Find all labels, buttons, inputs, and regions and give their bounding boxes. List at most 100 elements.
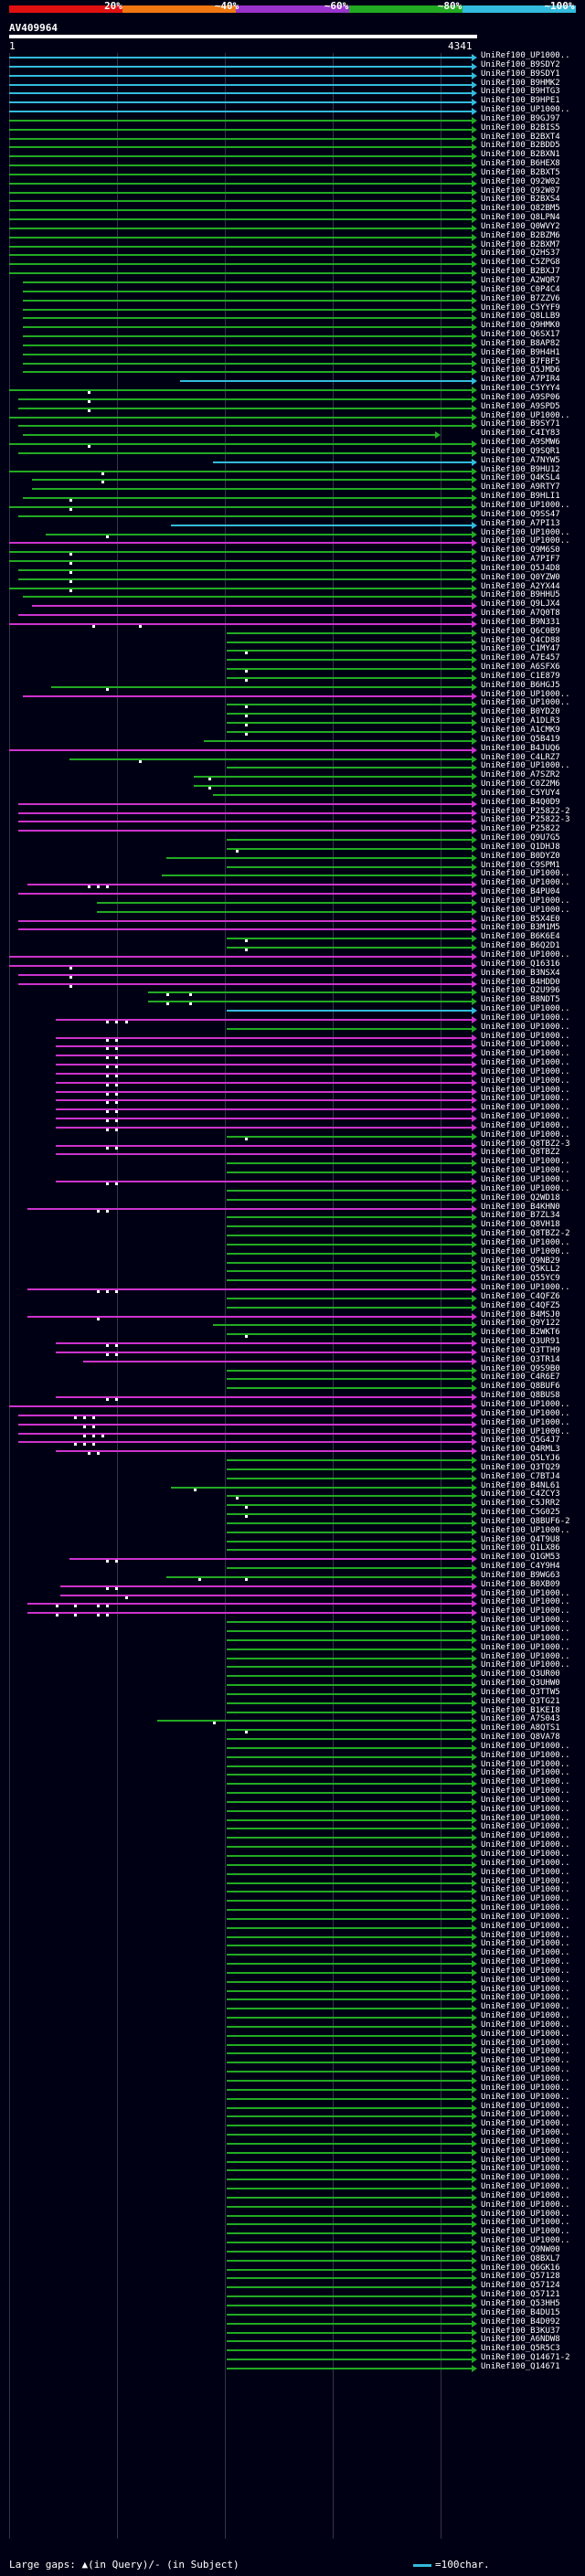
hit-label-link[interactable]: UniRef100_B2BXS4 [481, 195, 560, 205]
hit-label-link[interactable]: UniRef100_UP1000.. [481, 1076, 570, 1086]
hit-label-link[interactable]: UniRef100_UP1000.. [481, 2190, 570, 2200]
hit-label-link[interactable]: UniRef100_Q4CD88 [481, 635, 560, 645]
hit-row[interactable]: UniRef100_UP1000.. [0, 1786, 585, 1797]
hit-label-link[interactable]: UniRef100_UP1000.. [481, 1822, 570, 1832]
hit-row[interactable]: UniRef100_UP1000.. [0, 1086, 585, 1097]
hit-label-link[interactable]: UniRef100_Q92W07 [481, 186, 560, 196]
hit-label-link[interactable]: UniRef100_Q92W02 [481, 176, 560, 186]
hit-bar[interactable] [18, 404, 477, 412]
hit-bar[interactable] [226, 2014, 478, 2022]
hit-label-link[interactable]: UniRef100_B4D092 [481, 2316, 560, 2327]
hit-label-link[interactable]: UniRef100_UP1000.. [481, 2236, 570, 2246]
hit-row[interactable]: UniRef100_C5YYF9 [0, 303, 585, 314]
hit-bar[interactable] [226, 1897, 478, 1905]
hit-bar[interactable] [147, 989, 478, 997]
hit-bar[interactable] [9, 539, 477, 547]
hit-row[interactable]: UniRef100_B6Q2D1 [0, 941, 585, 952]
hit-label-link[interactable]: UniRef100_UP1000.. [481, 51, 570, 60]
hit-label-link[interactable]: UniRef100_B4DU15 [481, 2307, 560, 2317]
hit-label-link[interactable]: UniRef100_Q5R5C3 [481, 2344, 560, 2354]
hit-bar[interactable] [55, 1106, 478, 1114]
hit-row[interactable]: UniRef100_Q9SS47 [0, 510, 585, 521]
hit-label-link[interactable]: UniRef100_UP1000.. [481, 1175, 570, 1184]
hit-label-link[interactable]: UniRef100_UP1000.. [481, 1417, 570, 1427]
hit-bar[interactable] [18, 926, 477, 934]
hit-row[interactable]: UniRef100_UP1000.. [0, 950, 585, 961]
hit-row[interactable]: UniRef100_Q6GK16 [0, 2263, 585, 2274]
hit-row[interactable]: UniRef100_C4Y9H4 [0, 1562, 585, 1573]
hit-row[interactable]: UniRef100_B4JUQ6 [0, 744, 585, 755]
hit-row[interactable]: UniRef100_UP1000.. [0, 1868, 585, 1879]
hit-bar[interactable] [226, 1797, 478, 1806]
hit-row[interactable]: UniRef100_B0YD20 [0, 707, 585, 718]
hit-bar[interactable] [226, 1888, 478, 1896]
hit-bar[interactable] [226, 2265, 478, 2274]
hit-row[interactable]: UniRef100_Q2U996 [0, 987, 585, 997]
hit-label-link[interactable]: UniRef100_UP1000.. [481, 1031, 570, 1041]
hit-row[interactable]: UniRef100_Q8TBZ2 [0, 1148, 585, 1159]
hit-row[interactable]: UniRef100_UP1000.. [0, 1760, 585, 1771]
hit-label-link[interactable]: UniRef100_C7BTJ4 [481, 1471, 560, 1481]
hit-bar[interactable] [27, 1286, 477, 1294]
hit-row[interactable]: UniRef100_UP1000.. [0, 2093, 585, 2104]
hit-label-link[interactable]: UniRef100_UP1000.. [481, 1022, 570, 1032]
hit-row[interactable]: UniRef100_Q57128 [0, 2273, 585, 2283]
hit-bar[interactable] [226, 2131, 478, 2139]
hit-bar[interactable] [9, 387, 477, 395]
hit-label-link[interactable]: UniRef100_B2BXN1 [481, 150, 560, 160]
hit-row[interactable]: UniRef100_UP1000.. [0, 2200, 585, 2211]
hit-bar[interactable] [55, 1348, 478, 1356]
hit-label-link[interactable]: UniRef100_UP1000.. [481, 2038, 570, 2048]
hit-row[interactable]: UniRef100_C4ZCY3 [0, 1490, 585, 1500]
hit-label-link[interactable]: UniRef100_Q8TBZ2-2 [481, 1229, 570, 1239]
hit-label-link[interactable]: UniRef100_A7NYW5 [481, 455, 560, 465]
hit-label-link[interactable]: UniRef100_C0Z2M6 [481, 779, 560, 790]
hit-row[interactable]: UniRef100_B9GJ97 [0, 114, 585, 125]
hit-bar[interactable] [171, 521, 477, 529]
hit-row[interactable]: UniRef100_UP1000.. [0, 2137, 585, 2148]
hit-label-link[interactable]: UniRef100_UP1000.. [481, 2128, 570, 2138]
hit-row[interactable]: UniRef100_A2WQR7 [0, 276, 585, 287]
hit-bar[interactable] [226, 1249, 478, 1257]
hit-label-link[interactable]: UniRef100_Q1GM53 [481, 1553, 560, 1563]
hit-label-link[interactable]: UniRef100_B3M1M5 [481, 923, 560, 933]
hit-bar[interactable] [226, 1457, 478, 1465]
hit-bar[interactable] [226, 665, 478, 673]
hit-bar[interactable] [226, 2364, 478, 2372]
hit-row[interactable]: UniRef100_UP1000.. [0, 1850, 585, 1860]
hit-bar[interactable] [23, 593, 477, 601]
hit-row[interactable]: UniRef100_B4HDD0 [0, 978, 585, 989]
hit-row[interactable]: UniRef100_B9HTG3 [0, 88, 585, 98]
hit-row[interactable]: UniRef100_Q0WVY2 [0, 222, 585, 233]
hit-label-link[interactable]: UniRef100_B7ZZV6 [481, 293, 560, 303]
hit-bar[interactable] [18, 970, 477, 979]
hit-label-link[interactable]: UniRef100_A9SMW6 [481, 438, 560, 448]
hit-row[interactable]: UniRef100_A7SZR2 [0, 770, 585, 781]
hit-row[interactable]: UniRef100_UP1000.. [0, 1427, 585, 1438]
hit-label-link[interactable]: UniRef100_UP1000.. [481, 1129, 570, 1140]
hit-row[interactable]: UniRef100_UP1000.. [0, 1985, 585, 1996]
hit-bar[interactable] [59, 1591, 478, 1599]
hit-row[interactable]: UniRef100_B2BXM7 [0, 240, 585, 251]
hit-label-link[interactable]: UniRef100_UP1000.. [481, 878, 570, 888]
hit-label-link[interactable]: UniRef100_B2BZM6 [481, 230, 560, 240]
hit-bar[interactable] [27, 1600, 477, 1608]
hit-row[interactable]: UniRef100_A1CMK9 [0, 726, 585, 737]
hit-label-link[interactable]: UniRef100_Q16316 [481, 959, 560, 969]
hit-row[interactable]: UniRef100_Q3TR14 [0, 1355, 585, 1366]
hit-label-link[interactable]: UniRef100_Q8TBZ2 [481, 1148, 560, 1158]
hit-bar[interactable] [226, 1960, 478, 1968]
hit-label-link[interactable]: UniRef100_A6NDW8 [481, 2335, 560, 2345]
hit-label-link[interactable]: UniRef100_Q8BXL7 [481, 2253, 560, 2263]
hit-row[interactable]: UniRef100_UP1000.. [0, 1994, 585, 2004]
hit-label-link[interactable]: UniRef100_Q4T9U8 [481, 1534, 560, 1544]
hit-bar[interactable] [226, 1762, 478, 1770]
hit-label-link[interactable]: UniRef100_UP1000.. [481, 2164, 570, 2174]
hit-bar[interactable] [226, 2256, 478, 2264]
hit-row[interactable]: UniRef100_C4R6E7 [0, 1373, 585, 1383]
hit-row[interactable]: UniRef100_UP1000.. [0, 1751, 585, 1762]
hit-label-link[interactable]: UniRef100_UP1000.. [481, 1606, 570, 1617]
hit-label-link[interactable]: UniRef100_B4Q0D9 [481, 797, 560, 807]
hit-row[interactable]: UniRef100_UP1000.. [0, 2065, 585, 2076]
hit-bar[interactable] [18, 818, 477, 826]
